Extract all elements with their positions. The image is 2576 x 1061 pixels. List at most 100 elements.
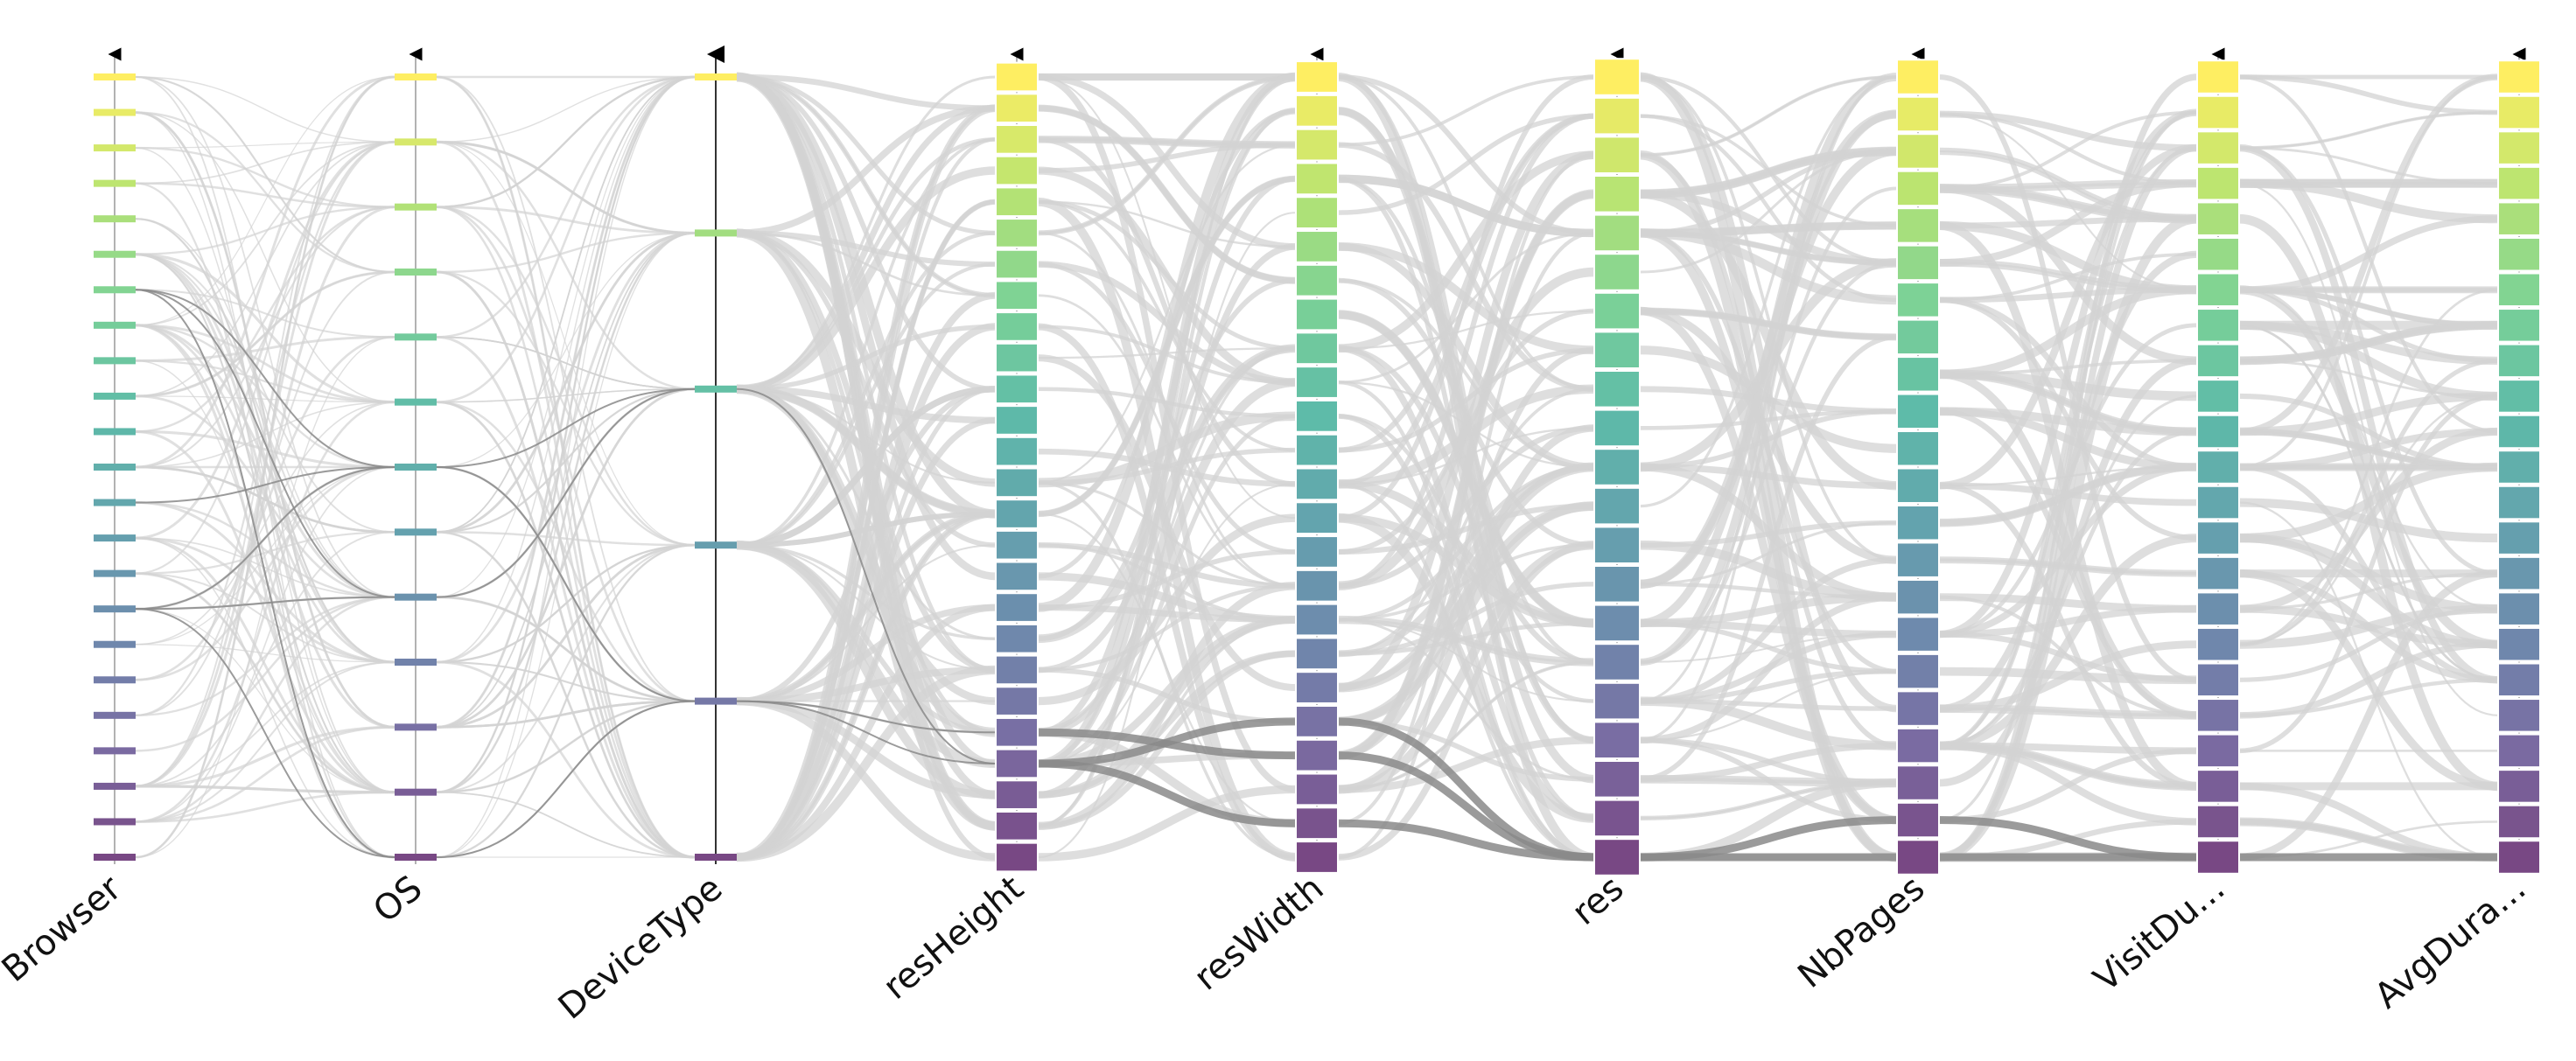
category-box[interactable] bbox=[1896, 244, 1940, 282]
category-box[interactable] bbox=[2196, 591, 2240, 626]
category-box[interactable] bbox=[1896, 727, 1940, 764]
category-box[interactable] bbox=[2196, 555, 2240, 591]
category-box[interactable] bbox=[2497, 769, 2541, 804]
category-box[interactable] bbox=[995, 248, 1039, 280]
category-box[interactable] bbox=[1295, 94, 1339, 128]
category-box[interactable] bbox=[2196, 308, 2240, 343]
category-box[interactable] bbox=[94, 711, 136, 719]
category-box[interactable] bbox=[995, 623, 1039, 654]
category-box[interactable] bbox=[1593, 96, 1641, 136]
category-box[interactable] bbox=[2497, 840, 2541, 875]
category-box[interactable] bbox=[94, 286, 136, 294]
category-box[interactable] bbox=[2196, 804, 2240, 840]
category-box[interactable] bbox=[395, 398, 437, 406]
category-box[interactable] bbox=[1896, 653, 1940, 690]
category-box[interactable] bbox=[94, 605, 136, 613]
category-box[interactable] bbox=[995, 716, 1039, 748]
category-box[interactable] bbox=[395, 269, 437, 276]
category-box[interactable] bbox=[995, 499, 1039, 529]
category-box[interactable] bbox=[1593, 799, 1641, 838]
category-box[interactable] bbox=[94, 250, 136, 258]
category-box[interactable] bbox=[2196, 201, 2240, 236]
category-box[interactable] bbox=[995, 311, 1039, 342]
category-box[interactable] bbox=[1896, 356, 1940, 393]
category-box[interactable] bbox=[1896, 578, 1940, 616]
category-box[interactable] bbox=[1896, 282, 1940, 318]
category-box[interactable] bbox=[94, 640, 136, 648]
category-box[interactable] bbox=[995, 529, 1039, 561]
category-box[interactable] bbox=[1295, 603, 1339, 637]
category-box[interactable] bbox=[695, 541, 737, 549]
category-box[interactable] bbox=[1896, 839, 1940, 876]
category-box[interactable] bbox=[395, 73, 437, 80]
category-box[interactable] bbox=[695, 854, 737, 861]
category-box[interactable] bbox=[2497, 59, 2541, 94]
category-box[interactable] bbox=[1593, 681, 1641, 721]
category-box[interactable] bbox=[995, 779, 1039, 810]
category-box[interactable] bbox=[995, 61, 1039, 93]
category-box[interactable] bbox=[1896, 170, 1940, 207]
category-box[interactable] bbox=[1593, 565, 1641, 604]
category-box[interactable] bbox=[995, 748, 1039, 779]
category-box[interactable] bbox=[2196, 236, 2240, 272]
category-box[interactable] bbox=[2497, 662, 2541, 698]
category-box[interactable] bbox=[94, 215, 136, 223]
category-box[interactable] bbox=[395, 333, 437, 341]
category-box[interactable] bbox=[1896, 504, 1940, 541]
category-box[interactable] bbox=[995, 124, 1039, 155]
category-box[interactable] bbox=[1593, 370, 1641, 408]
category-box[interactable] bbox=[695, 73, 737, 80]
category-box[interactable] bbox=[2196, 343, 2240, 379]
category-box[interactable] bbox=[2497, 520, 2541, 555]
category-box[interactable] bbox=[1593, 136, 1641, 174]
category-box[interactable] bbox=[995, 810, 1039, 841]
category-box[interactable] bbox=[94, 392, 136, 400]
category-box[interactable] bbox=[1896, 801, 1940, 839]
category-box[interactable] bbox=[94, 108, 136, 116]
category-box[interactable] bbox=[1896, 59, 1940, 95]
category-box[interactable] bbox=[1295, 230, 1339, 263]
category-box[interactable] bbox=[1295, 60, 1339, 94]
category-box[interactable] bbox=[995, 467, 1039, 499]
category-box[interactable] bbox=[995, 561, 1039, 592]
category-box[interactable] bbox=[2196, 59, 2240, 94]
category-box[interactable] bbox=[1295, 399, 1339, 433]
category-box[interactable] bbox=[2196, 130, 2240, 165]
category-box[interactable] bbox=[2196, 94, 2240, 130]
category-box[interactable] bbox=[1295, 332, 1339, 366]
category-box[interactable] bbox=[2196, 485, 2240, 520]
category-box[interactable] bbox=[94, 782, 136, 790]
category-box[interactable] bbox=[1295, 162, 1339, 196]
category-box[interactable] bbox=[94, 357, 136, 365]
category-box[interactable] bbox=[695, 697, 737, 705]
category-box[interactable] bbox=[1896, 133, 1940, 170]
category-box[interactable] bbox=[995, 218, 1039, 248]
category-box[interactable] bbox=[1295, 806, 1339, 841]
category-box[interactable] bbox=[2196, 520, 2240, 555]
category-box[interactable] bbox=[995, 592, 1039, 623]
category-box[interactable] bbox=[2497, 201, 2541, 236]
category-box[interactable] bbox=[2196, 698, 2240, 733]
category-box[interactable] bbox=[395, 138, 437, 146]
category-box[interactable] bbox=[1593, 643, 1641, 681]
category-box[interactable] bbox=[995, 342, 1039, 373]
category-box[interactable] bbox=[1593, 408, 1641, 448]
category-box[interactable] bbox=[995, 405, 1039, 436]
category-box[interactable] bbox=[2497, 236, 2541, 272]
category-box[interactable] bbox=[94, 321, 136, 329]
category-box[interactable] bbox=[94, 464, 136, 471]
category-box[interactable] bbox=[1593, 253, 1641, 291]
category-box[interactable] bbox=[1295, 671, 1339, 704]
category-box[interactable] bbox=[395, 203, 437, 211]
category-box[interactable] bbox=[2196, 626, 2240, 662]
category-box[interactable] bbox=[395, 723, 437, 731]
category-box[interactable] bbox=[395, 528, 437, 536]
category-box[interactable] bbox=[2497, 343, 2541, 379]
category-box[interactable] bbox=[2196, 165, 2240, 201]
category-box[interactable] bbox=[2196, 769, 2240, 804]
category-box[interactable] bbox=[995, 186, 1039, 218]
category-box[interactable] bbox=[1593, 448, 1641, 486]
category-box[interactable] bbox=[2497, 379, 2541, 414]
category-box[interactable] bbox=[1593, 760, 1641, 799]
category-box[interactable] bbox=[94, 144, 136, 152]
